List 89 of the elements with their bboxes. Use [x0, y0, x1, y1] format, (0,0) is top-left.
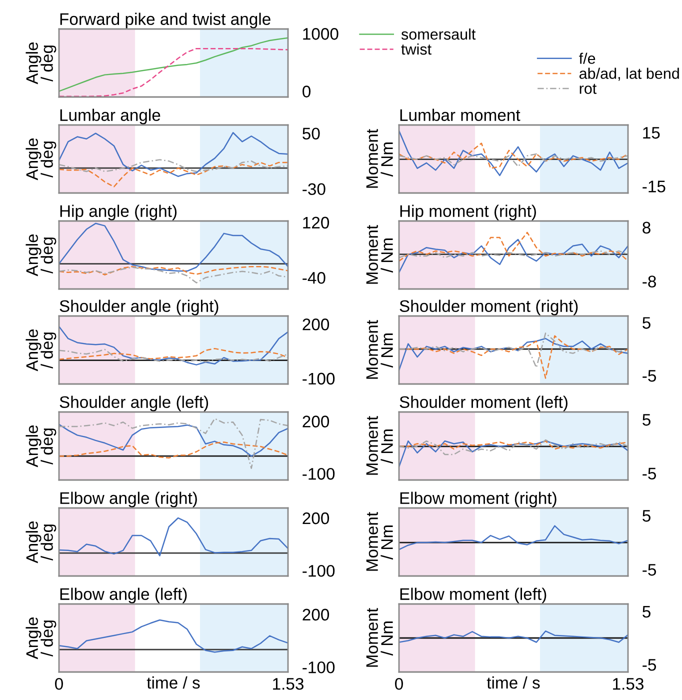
line-series [59, 326, 288, 366]
y-tick-label: 15 [643, 127, 660, 139]
line-series [59, 619, 288, 653]
line-series [59, 266, 288, 284]
chart-title: Shoulder moment (left) [400, 396, 568, 412]
line-series [399, 153, 628, 168]
y-axis-title: Angle / deg [26, 329, 56, 372]
y-tick-label: 5 [642, 606, 650, 618]
y-axis-title: Moment / Nm [366, 225, 393, 284]
y-axis-title: Angle / deg [26, 42, 56, 84]
chart-title: Shoulder angle (left) [60, 396, 208, 412]
line-series [399, 630, 628, 643]
x-axis-title: time / s [486, 676, 540, 689]
line-series [399, 439, 628, 456]
y-axis-title: Angle / deg [26, 617, 56, 660]
line-series [399, 525, 628, 550]
x-axis-title: time / s [146, 676, 200, 689]
y-tick-label: -100 [302, 564, 335, 577]
line-series [399, 250, 628, 258]
y-axis-title: Angle / deg [26, 138, 56, 180]
line-series [399, 232, 628, 262]
y-tick-label: 5 [642, 317, 650, 329]
chart-title: Elbow angle (left) [60, 588, 187, 604]
line-series [399, 332, 628, 368]
chart-title: Elbow moment (left) [400, 588, 546, 604]
y-axis-title: Moment / Nm [366, 512, 393, 571]
y-axis-title: Moment / Nm [366, 416, 393, 475]
y-tick-label: -15 [642, 180, 666, 192]
y-tick-label: 5 [642, 414, 650, 426]
y-axis-title: Angle / deg [26, 521, 56, 564]
y-tick-label: 1000 [303, 28, 338, 40]
y-tick-label: 8 [642, 222, 650, 234]
line-series [399, 440, 628, 450]
chart-title: Elbow moment (right) [400, 492, 556, 508]
chart-title: Lumbar moment [400, 108, 520, 121]
y-tick-label: -5 [642, 370, 656, 382]
chart-title: Shoulder angle (right) [60, 300, 218, 316]
y-tick-label: -5 [642, 659, 656, 671]
line-series [59, 424, 288, 457]
x-tick-label: 0 [395, 678, 403, 690]
y-tick-label: -100 [302, 661, 335, 674]
line-series [399, 130, 628, 176]
legend-label: rot [580, 84, 597, 94]
y-tick-label: -100 [302, 468, 335, 480]
y-tick-label: -30 [302, 183, 326, 196]
y-tick-label: 120 [303, 216, 330, 229]
legend-label: ab/ad, lat bend [579, 68, 679, 81]
y-axis-title: Moment / Nm [366, 129, 393, 188]
y-tick-label: 200 [302, 512, 330, 524]
line-series [399, 238, 628, 274]
line-series [59, 132, 288, 177]
chart-title: Hip angle (right) [60, 204, 177, 220]
chart-title: Forward pike and twist angle [60, 12, 270, 28]
y-tick-label: -8 [642, 276, 656, 288]
x-tick-label: 1.53 [273, 678, 304, 690]
legend-label: somersault [401, 28, 476, 40]
x-tick-label: 0 [55, 678, 63, 690]
line-series [59, 162, 288, 188]
line-series [399, 338, 628, 371]
y-tick-label: 200 [302, 608, 330, 621]
y-tick-label: 50 [302, 128, 320, 140]
line-series [399, 440, 628, 468]
y-tick-label: -40 [302, 272, 326, 284]
line-series [399, 142, 628, 169]
y-axis-title: Angle / deg [26, 234, 56, 276]
y-axis-title: Moment / Nm [366, 608, 393, 667]
y-tick-label: 0 [302, 86, 311, 98]
line-series [59, 418, 288, 469]
chart-title: Lumbar angle [60, 108, 160, 124]
y-tick-label: 200 [302, 318, 330, 330]
y-tick-label: 5 [642, 510, 650, 522]
y-tick-label: 200 [302, 416, 330, 428]
legend-label: twist [401, 43, 432, 55]
chart-title: Elbow angle (right) [60, 492, 197, 508]
y-tick-label: -5 [642, 564, 656, 576]
y-tick-label: -100 [302, 372, 335, 385]
y-tick-label: -5 [642, 468, 656, 480]
line-series [59, 222, 288, 272]
line-series [59, 159, 288, 172]
chart-title: Hip moment (right) [400, 204, 536, 220]
line-series [59, 266, 288, 276]
line-series [59, 442, 288, 458]
chart-title: Shoulder moment (right) [400, 300, 578, 316]
legend-label: f/e [579, 52, 596, 64]
line-series [59, 37, 288, 92]
y-axis-title: Moment / Nm [366, 320, 393, 379]
y-axis-title: Angle / deg [26, 425, 56, 468]
line-series [59, 517, 288, 556]
x-tick-label: 1.53 [613, 678, 644, 690]
